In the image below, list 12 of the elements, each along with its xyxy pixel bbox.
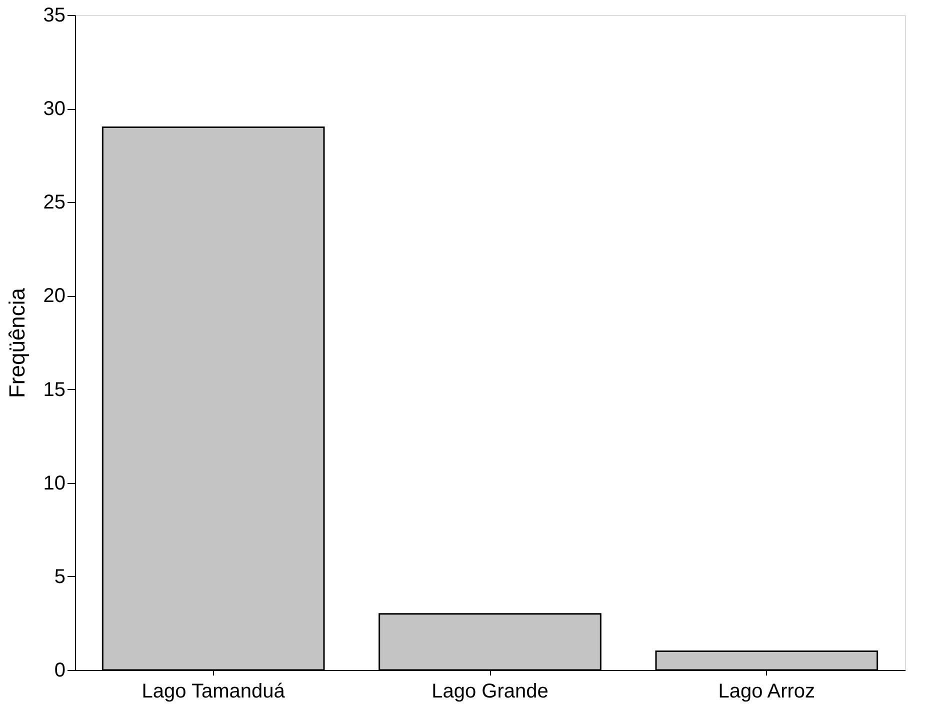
y-tick-label: 15 [43,378,66,401]
y-axis-title: Freqüência [4,287,30,398]
x-tick-label: Lago Arroz [718,680,816,702]
x-tick-label: Lago Tamanduá [142,680,286,702]
y-tick-label: 35 [43,4,66,26]
y-tick-label: 30 [43,98,66,120]
y-tick-label: 25 [43,192,66,214]
y-tick-label: 0 [54,660,66,682]
x-tick-label: Lago Grande [432,680,548,702]
y-tick-label: 5 [54,566,66,588]
y-tick-label: 10 [43,472,66,494]
y-tick-label: 20 [43,285,66,308]
